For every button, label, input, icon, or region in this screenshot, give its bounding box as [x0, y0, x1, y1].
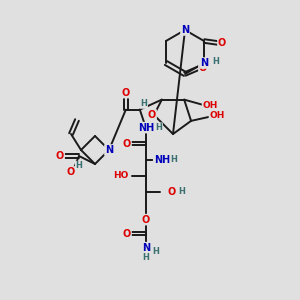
Text: H: H — [178, 187, 185, 196]
Text: O: O — [56, 151, 64, 161]
Text: H: H — [152, 247, 159, 256]
Text: N: N — [105, 145, 113, 155]
Text: O: O — [123, 139, 131, 148]
Text: O: O — [123, 229, 131, 238]
Text: OH: OH — [202, 101, 218, 110]
Text: O: O — [168, 187, 176, 196]
Text: OH: OH — [209, 111, 225, 120]
Text: HO: HO — [113, 171, 128, 180]
Text: O: O — [142, 214, 150, 225]
Text: N: N — [200, 58, 208, 68]
Text: O: O — [122, 88, 130, 98]
Text: NH: NH — [138, 123, 154, 133]
Text: H: H — [76, 161, 82, 170]
Text: N: N — [181, 25, 189, 35]
Text: NH: NH — [154, 154, 170, 165]
Text: H: H — [142, 253, 149, 262]
Text: O: O — [67, 167, 75, 177]
Text: O: O — [148, 110, 156, 120]
Text: H: H — [213, 56, 220, 65]
Text: H: H — [155, 123, 162, 132]
Text: O: O — [218, 38, 226, 48]
Text: N: N — [142, 243, 150, 253]
Text: H: H — [170, 155, 177, 164]
Text: H: H — [140, 99, 147, 108]
Text: O: O — [199, 63, 207, 73]
